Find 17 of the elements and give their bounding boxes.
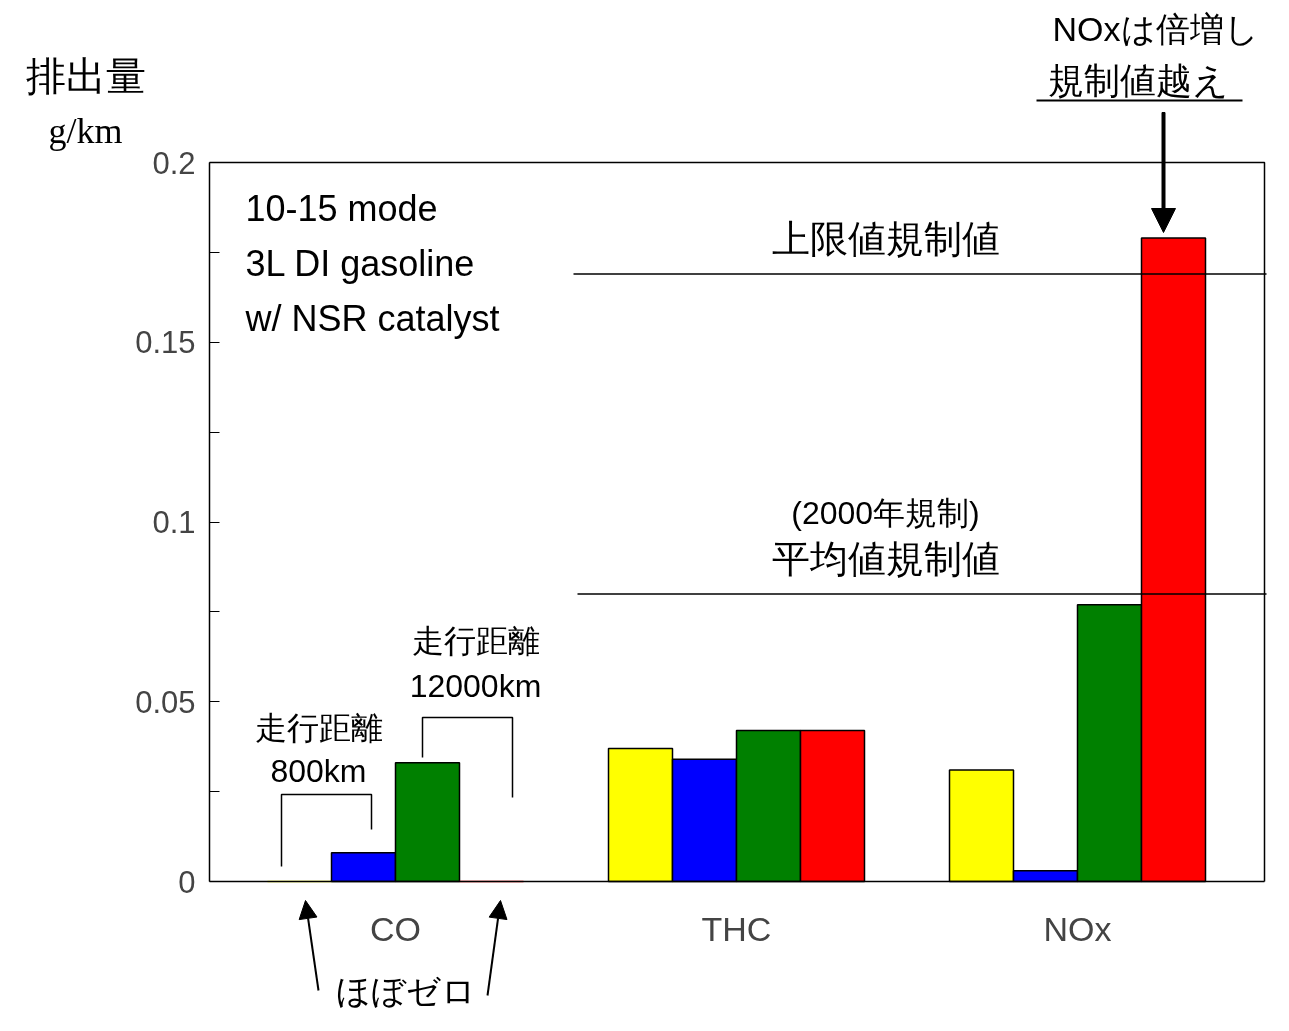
x-tick-label: CO xyxy=(370,909,421,948)
y-axis-title: 排出量 g/km xyxy=(25,53,146,151)
text: ほぼゼロ xyxy=(335,971,476,1010)
y-tick-label: 0.1 xyxy=(152,505,196,540)
ref-line-label: 上限値規制値 xyxy=(771,217,1000,260)
annotation: 10-15 mode 3L DI gasoline w/ NSR catalyst xyxy=(244,188,500,339)
x-tick-label: NOx xyxy=(1043,909,1112,948)
text: NOxは倍増し xyxy=(1052,9,1259,48)
ref-line-label: (2000年規制) 平均値規制値 xyxy=(771,494,1000,580)
y-tick-label: 0.15 xyxy=(135,325,196,361)
annotation: 走行距離 12000km xyxy=(409,622,542,704)
y-tick-label: 0.05 xyxy=(135,684,196,720)
text: 規制値越え xyxy=(1048,60,1229,101)
x-tick-label: THC xyxy=(701,909,772,948)
y-tick-label: 0.2 xyxy=(152,145,196,181)
annotation: 走行距離 800km xyxy=(254,709,383,789)
y-tick-label: 0 xyxy=(178,864,196,900)
